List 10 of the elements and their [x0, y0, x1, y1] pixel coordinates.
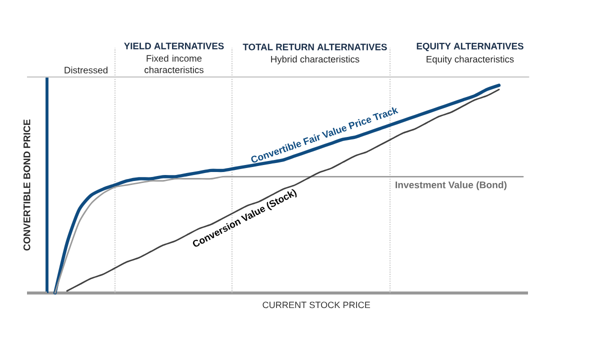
series-label: Investment Value (Bond): [396, 181, 507, 190]
y-axis-title: CONVERTIBLE BOND PRICE: [23, 120, 30, 250]
text: Fixed income characteristics: [144, 54, 204, 74]
text: Equity characteristics: [426, 56, 514, 64]
text: EQUITY ALTERNATIVES: [416, 42, 524, 52]
x-axis-title: CURRENT STOCK PRICE: [262, 302, 370, 308]
text: Hybrid characteristics: [271, 56, 360, 64]
text: TOTAL RETURN ALTERNATIVES: [242, 44, 387, 50]
text: Distressed: [64, 66, 108, 74]
text: YIELD ALTERNATIVES: [124, 42, 224, 50]
